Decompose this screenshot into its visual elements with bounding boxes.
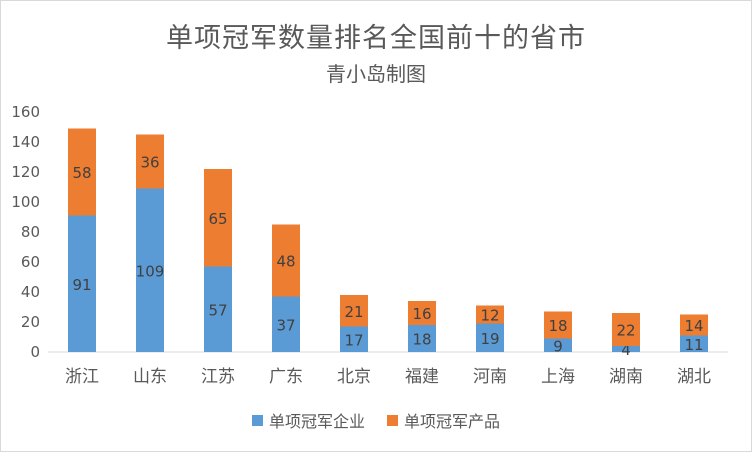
data-label: 22 bbox=[616, 322, 635, 340]
y-tick-label: 120 bbox=[11, 163, 40, 181]
bar-segment bbox=[204, 266, 232, 352]
data-label: 18 bbox=[412, 331, 431, 349]
y-tick-label: 0 bbox=[30, 343, 40, 361]
data-label: 91 bbox=[72, 276, 91, 294]
x-tick-label: 湖北 bbox=[677, 367, 711, 387]
data-label: 58 bbox=[72, 164, 91, 182]
chart-subtitle: 青小岛制图 bbox=[326, 62, 426, 86]
y-tick-label: 40 bbox=[21, 283, 40, 301]
data-label: 9 bbox=[553, 337, 563, 355]
bar-segment bbox=[272, 296, 300, 352]
x-tick-label: 江苏 bbox=[201, 367, 235, 387]
bar-segment bbox=[680, 335, 708, 352]
y-tick-label: 160 bbox=[11, 103, 40, 121]
x-tick-label: 浙江 bbox=[65, 367, 99, 387]
bar-segment bbox=[544, 311, 572, 339]
x-tick-label: 北京 bbox=[337, 367, 371, 387]
data-label: 19 bbox=[480, 330, 499, 348]
bar-segment bbox=[408, 325, 436, 352]
chart-title: 单项冠军数量排名全国前十的省市 bbox=[166, 23, 586, 54]
data-label: 109 bbox=[136, 262, 165, 280]
bar-segment bbox=[272, 224, 300, 297]
bar-segment bbox=[136, 188, 164, 352]
y-tick-label: 100 bbox=[11, 193, 40, 211]
legend-swatch-enterprise bbox=[251, 414, 263, 426]
legend-label-product: 单项冠军产品 bbox=[404, 412, 501, 431]
data-label: 12 bbox=[480, 307, 499, 325]
data-label: 16 bbox=[412, 305, 431, 323]
x-tick-label: 上海 bbox=[541, 367, 575, 387]
bar-segment bbox=[136, 134, 164, 189]
bar-segment bbox=[612, 346, 640, 352]
data-label: 4 bbox=[621, 341, 631, 359]
bar-segment bbox=[68, 215, 96, 352]
bar-segment bbox=[340, 326, 368, 352]
data-label: 14 bbox=[684, 317, 703, 335]
y-tick-label: 60 bbox=[21, 253, 40, 271]
bar-segment bbox=[612, 313, 640, 346]
bar-segment bbox=[680, 314, 708, 336]
bar-segment bbox=[204, 169, 232, 267]
data-label: 18 bbox=[548, 317, 567, 335]
x-tick-label: 河南 bbox=[473, 367, 507, 387]
bar-segment bbox=[476, 323, 504, 352]
x-tick-label: 湖南 bbox=[609, 367, 643, 387]
bar-segment bbox=[408, 301, 436, 325]
y-tick-label: 80 bbox=[21, 223, 40, 241]
data-label: 65 bbox=[208, 210, 227, 228]
x-tick-label: 山东 bbox=[133, 367, 167, 387]
legend-item-product: 单项冠军产品 bbox=[387, 408, 500, 432]
y-tick-label: 140 bbox=[11, 133, 40, 151]
data-label: 17 bbox=[344, 331, 363, 349]
bar-segment bbox=[476, 305, 504, 324]
chart-legend: 单项冠军企业 单项冠军产品 bbox=[0, 408, 752, 432]
legend-label-enterprise: 单项冠军企业 bbox=[268, 412, 365, 431]
data-label: 48 bbox=[276, 253, 295, 271]
bar-segment bbox=[340, 295, 368, 327]
bar-segment bbox=[68, 128, 96, 216]
bar-segment bbox=[544, 338, 572, 352]
x-tick-label: 福建 bbox=[405, 367, 439, 387]
x-tick-label: 广东 bbox=[269, 367, 303, 387]
data-label: 11 bbox=[684, 336, 703, 354]
data-label: 21 bbox=[344, 303, 363, 321]
legend-item-enterprise: 单项冠军企业 bbox=[251, 408, 365, 432]
data-label: 36 bbox=[140, 154, 159, 172]
data-label: 57 bbox=[208, 301, 227, 319]
data-label: 37 bbox=[276, 316, 295, 334]
legend-swatch-product bbox=[387, 414, 398, 426]
y-tick-label: 20 bbox=[21, 313, 40, 331]
